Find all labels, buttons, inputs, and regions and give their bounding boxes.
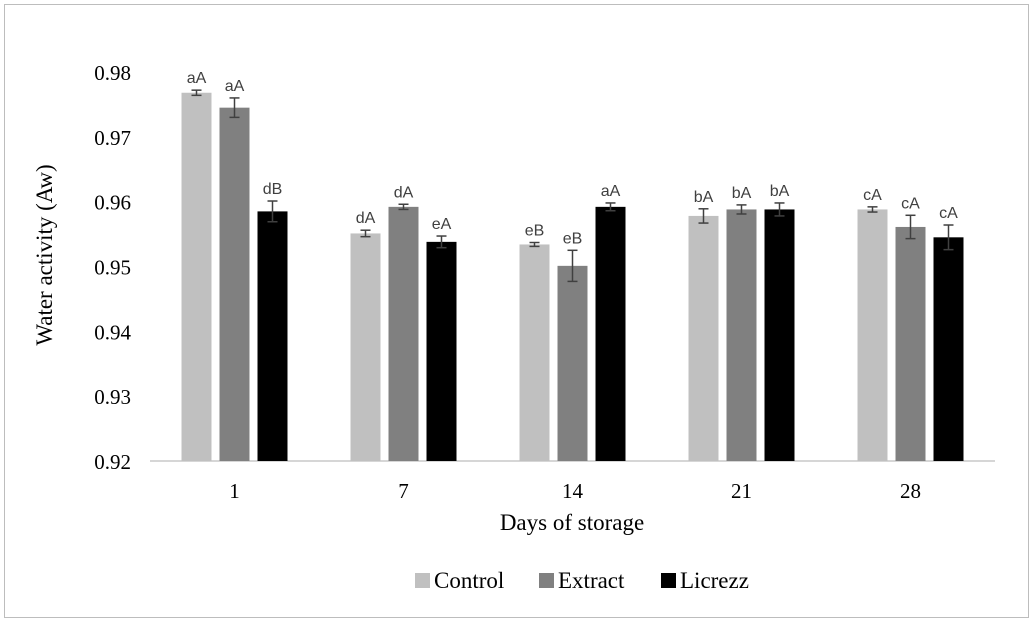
bar-extract-day-21 [726,209,757,461]
bar-licrezz-day-14 [595,206,626,461]
bar-control-day-21 [688,215,719,461]
data-label: cA [901,195,920,212]
bar-series-group: aA aA dB dA dA eA eB eB aA bA bA bA cA cA cA [181,70,964,462]
error-bar [943,224,954,251]
bar-control-day-14 [519,244,550,461]
y-tick-label: 0.96 [94,191,131,215]
bar-licrezz-day-1 [257,211,288,461]
x-tick-label: 28 [900,479,921,503]
y-tick-label: 0.94 [94,320,131,344]
y-tick-label: 0.92 [94,450,131,474]
x-axis-ticks: 1 7 14 21 28 [229,479,921,503]
data-label: bA [770,183,790,200]
data-label: aA [601,183,621,200]
bar-control-day-7 [350,233,381,461]
x-tick-label: 7 [398,479,409,503]
data-label: bA [732,185,752,202]
bar-control-day-28 [857,209,888,461]
data-label: eB [525,223,545,240]
x-tick-label: 14 [562,479,584,503]
y-axis-ticks: 0.92 0.93 0.94 0.95 0.96 0.97 0.98 [94,61,131,474]
error-bar [867,206,878,213]
y-tick-label: 0.98 [94,61,131,85]
data-label: cA [939,205,958,222]
legend-label: Licrezz [680,568,749,593]
error-bar [436,235,447,249]
error-bar [229,97,240,119]
data-label: dB [263,181,283,198]
error-bar [698,208,709,224]
legend-item-licrezz: Licrezz [661,568,749,593]
error-bar [398,203,409,211]
data-label: eB [563,230,583,247]
error-bar [905,214,916,240]
legend-label: Control [434,568,504,593]
bar-extract-day-14 [557,265,588,461]
bar-licrezz-day-7 [426,241,457,461]
error-bar [267,200,278,223]
legend: Control Extract Licrezz [415,568,749,593]
data-label: aA [187,70,207,87]
error-bar [191,89,202,97]
error-bar [736,204,747,215]
legend-label: Extract [558,568,625,593]
y-tick-label: 0.97 [94,126,131,150]
legend-swatch [661,573,676,588]
legend-swatch [415,573,430,588]
data-label: dA [356,210,376,227]
bar-extract-day-1 [219,107,250,462]
x-tick-label: 1 [229,479,240,503]
bar-licrezz-day-21 [764,209,795,461]
bar-licrezz-day-28 [933,237,964,461]
data-label: dA [394,184,414,201]
bar-extract-day-28 [895,226,926,461]
error-bar [605,202,616,212]
data-label: eA [432,216,452,233]
x-axis-label: Days of storage [500,510,644,535]
error-bar [529,241,540,248]
legend-swatch [539,573,554,588]
data-label: aA [225,78,245,95]
bar-control-day-1 [181,92,212,461]
bar-extract-day-7 [388,206,419,461]
data-label: cA [863,187,882,204]
error-bar [774,202,785,217]
legend-item-extract: Extract [539,568,625,593]
error-bar [567,249,578,283]
legend-item-control: Control [415,568,504,593]
y-tick-label: 0.93 [94,385,131,409]
error-bar [360,229,371,238]
data-label: bA [694,189,714,206]
y-axis-label: Water activity (Aw) [32,164,57,345]
y-tick-label: 0.95 [94,256,131,280]
x-tick-label: 21 [731,479,752,503]
